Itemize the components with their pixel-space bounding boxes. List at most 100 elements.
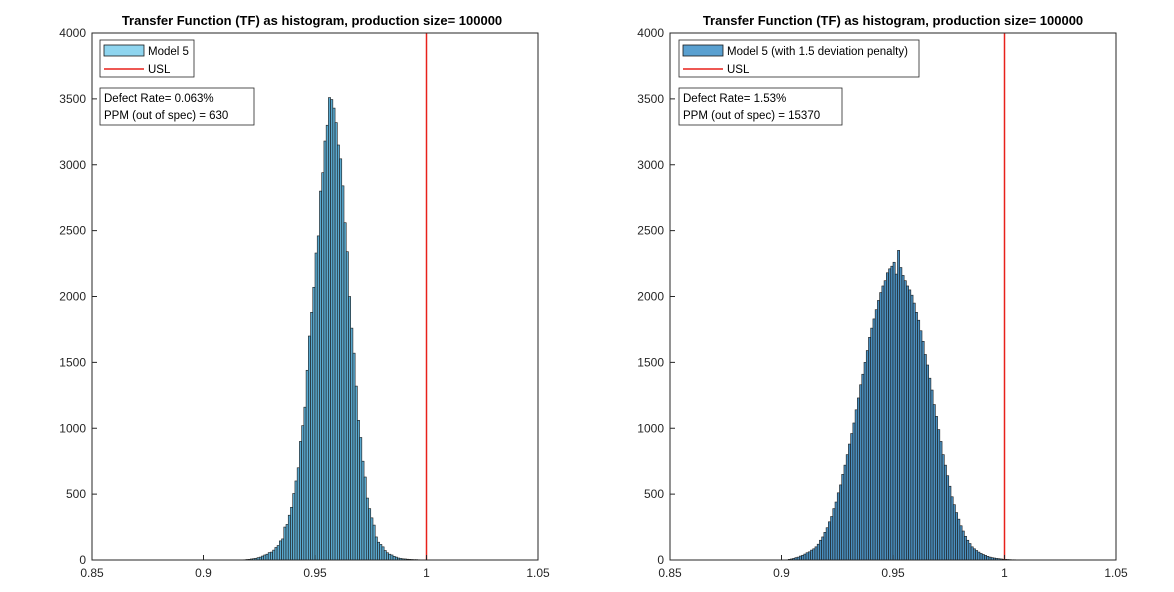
right-histogram-bar xyxy=(972,548,976,561)
right-x-tick-label: 1 xyxy=(1001,566,1008,580)
right-histogram-bar xyxy=(874,309,878,561)
left-annotation-defect-rate: Defect Rate= 0.063% xyxy=(104,93,214,105)
right-histogram-bar xyxy=(857,397,860,561)
left-y-tick-label: 1000 xyxy=(59,421,86,435)
right-histogram-bar xyxy=(959,525,963,561)
right-y-axis: 0 500 1000 1500 2000 2500 3000 3500 4000 xyxy=(637,26,675,567)
left-histogram-bar xyxy=(374,536,378,561)
left-histogram-bar xyxy=(359,437,363,561)
left-histogram-bar xyxy=(350,327,354,561)
right-histogram-bar xyxy=(950,496,954,561)
right-histogram-bar xyxy=(979,553,983,561)
left-histogram-bar xyxy=(301,425,305,561)
right-histogram-bar xyxy=(939,441,943,561)
left-histogram-bar xyxy=(290,506,294,561)
right-histogram-bar xyxy=(955,512,958,561)
right-chart-panel: Transfer Function (TF) as histogram, pro… xyxy=(637,13,1128,580)
right-histogram-bar xyxy=(903,280,907,561)
left-histogram-bar xyxy=(276,545,280,561)
right-chart-title: Transfer Function (TF) as histogram, pro… xyxy=(703,13,1083,28)
left-legend-label-model: Model 5 xyxy=(148,46,189,58)
right-histogram-bar xyxy=(841,474,845,561)
right-histogram-bar xyxy=(852,422,856,561)
right-x-axis: 0.85 0.9 0.95 1 1.05 xyxy=(658,555,1128,580)
left-histogram-bar xyxy=(261,555,265,561)
left-histogram-bar xyxy=(348,296,351,561)
left-y-tick-label: 500 xyxy=(66,487,86,501)
right-histogram-bar xyxy=(919,330,923,561)
left-histogram-bar xyxy=(332,107,336,561)
right-histogram-bar xyxy=(932,404,936,561)
right-histogram-bar xyxy=(894,273,898,561)
left-histogram-bar xyxy=(287,514,291,561)
right-histogram-bar xyxy=(975,550,979,561)
right-histogram-bar xyxy=(881,285,885,561)
right-histogram-bar xyxy=(832,508,836,561)
left-y-tick-label: 1500 xyxy=(59,355,86,369)
right-histogram-bar xyxy=(886,272,889,561)
right-histogram-bar xyxy=(854,409,858,561)
left-histogram-bar xyxy=(285,524,289,561)
left-histogram-bar xyxy=(296,467,300,561)
left-histogram-bar xyxy=(330,99,334,561)
right-histogram-bar xyxy=(801,554,805,561)
left-histogram-bar xyxy=(370,517,374,561)
right-y-tick-label: 1500 xyxy=(637,355,664,369)
right-histogram-bar xyxy=(977,551,981,561)
right-histogram-bar xyxy=(845,454,849,561)
left-histogram-bar xyxy=(325,124,329,561)
right-histogram-bar xyxy=(830,516,834,561)
left-y-tick-label: 3000 xyxy=(59,158,86,172)
left-legend-histogram-swatch xyxy=(103,44,145,57)
right-y-tick-label: 3500 xyxy=(637,92,664,106)
left-annotation-ppm: PPM (out of spec) = 630 xyxy=(104,110,228,122)
right-histogram-bar xyxy=(828,521,831,561)
left-histogram-bar xyxy=(390,554,394,561)
right-histogram-bar xyxy=(825,527,829,561)
left-legend[interactable]: Model 5 USL xyxy=(99,39,195,78)
left-histogram-bar xyxy=(292,493,296,561)
right-histogram-bar xyxy=(814,546,818,561)
right-histogram-bar xyxy=(923,354,927,561)
right-histogram-bar xyxy=(952,504,956,561)
right-histogram-bar xyxy=(908,289,912,561)
left-histogram-bar xyxy=(308,335,311,561)
left-histogram-bar xyxy=(339,158,343,561)
left-histogram-bar xyxy=(279,540,282,561)
right-annotation: Defect Rate= 1.53% PPM (out of spec) = 1… xyxy=(678,87,843,126)
right-histogram-bar xyxy=(848,443,851,561)
right-histogram-bar xyxy=(964,535,967,561)
right-y-tick-label: 0 xyxy=(657,553,664,567)
right-histogram-bar xyxy=(865,350,869,561)
right-histogram-bar xyxy=(937,429,941,561)
right-histogram-bar xyxy=(807,551,811,561)
right-histogram-bar xyxy=(839,484,843,561)
left-histogram-bar xyxy=(334,122,338,561)
left-histogram-bar xyxy=(336,144,340,561)
left-histogram-bar xyxy=(383,550,387,561)
right-legend[interactable]: Model 5 (with 1.5 deviation penalty) USL xyxy=(678,39,920,78)
right-y-tick-label: 1000 xyxy=(637,421,664,435)
right-legend-label-model: Model 5 (with 1.5 deviation penalty) xyxy=(727,46,908,58)
left-histogram-bar xyxy=(321,172,325,561)
left-annotation: Defect Rate= 0.063% PPM (out of spec) = … xyxy=(99,87,255,126)
right-legend-label-usl: USL xyxy=(727,64,750,76)
right-histogram-bar xyxy=(803,553,807,561)
left-histogram-bar xyxy=(312,286,316,561)
left-histogram-bar xyxy=(303,406,307,561)
right-histogram-bar xyxy=(910,294,914,561)
right-histogram-bar xyxy=(906,285,909,561)
right-histogram-bar xyxy=(883,280,887,561)
left-histogram-bar xyxy=(299,441,302,561)
right-histogram-bar xyxy=(928,377,932,561)
right-x-tick-label: 0.85 xyxy=(658,566,682,580)
left-histogram-bar xyxy=(392,556,396,561)
right-histogram-bar xyxy=(914,312,918,561)
left-histogram-bar xyxy=(310,312,314,561)
left-histogram-bar xyxy=(368,508,372,561)
left-histogram-bar xyxy=(265,553,269,561)
right-histogram-bar xyxy=(888,268,892,561)
right-annotation-box xyxy=(678,87,843,126)
right-histogram-bar xyxy=(961,530,965,561)
left-histogram-bar xyxy=(267,552,271,561)
